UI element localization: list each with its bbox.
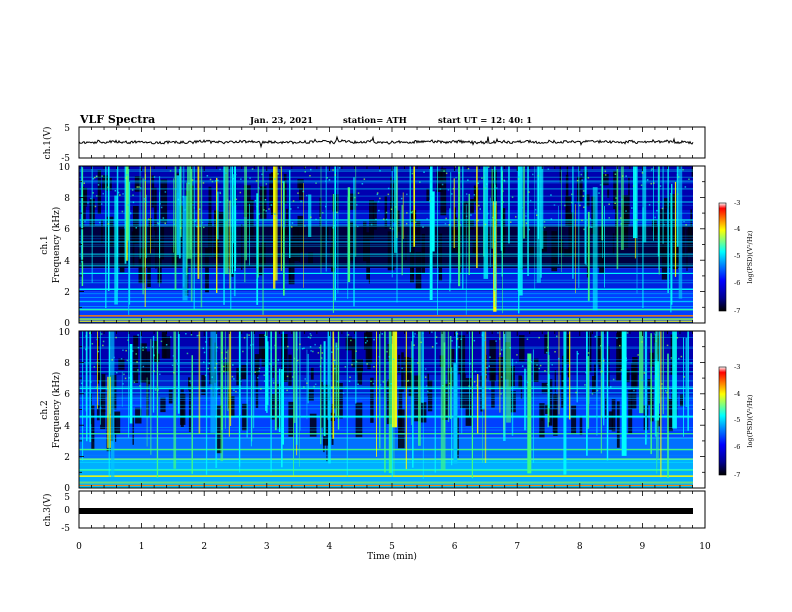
ch2-cbar-tick-m7: -7: [734, 471, 740, 479]
ch1-spec-ytick-4: 4: [64, 257, 70, 267]
ch1-spectrogram-panel: 10 8 6 4 2 0 ch.1 Frequency (kHz): [40, 163, 706, 329]
xtick-9: 9: [640, 542, 646, 552]
ch1-ytick-bottom: -5: [61, 154, 70, 164]
ch1-cbar-label: log(PSD)(V²/Hz): [746, 230, 754, 283]
ch2-spec-ytick-6: 6: [64, 390, 70, 400]
start-time-label: start UT = 12: 40: 1: [438, 116, 532, 126]
ch3-ytick-mid: 0: [64, 506, 70, 516]
ch1-cbar-tick-m5: -5: [734, 252, 740, 260]
ch2-spectrogram-heatmap: [79, 331, 705, 488]
x-axis: 0 1 2 3 4 5 6 7 8 9 10 Time (min): [76, 542, 711, 562]
ch2-spec-ytick-0: 0: [64, 484, 70, 494]
ch1-cbar-tick-m4: -4: [734, 225, 740, 233]
ch2-spec-ytick-8: 8: [64, 359, 70, 369]
x-axis-label: Time (min): [367, 551, 417, 562]
ch2-cbar-tick-m3: -3: [734, 363, 740, 371]
time-tick-marks: [78, 127, 706, 528]
ch1-spec-ytick-0: 0: [64, 319, 70, 329]
xtick-6: 6: [452, 542, 458, 552]
xtick-3: 3: [264, 542, 270, 552]
ch1-spec-ylabel-freq: Frequency (kHz): [51, 207, 62, 284]
xtick-1: 1: [139, 542, 145, 552]
xtick-10: 10: [699, 542, 711, 552]
xtick-4: 4: [327, 542, 333, 552]
ch1-spectrogram-heatmap: [79, 166, 705, 323]
ch1-ylabel: ch.1(V): [42, 127, 53, 160]
station-label: station= ATH: [343, 116, 407, 126]
ch2-cbar-label: log(PSD)(V²/Hz): [746, 394, 754, 447]
ch2-spec-ylabel-channel: ch.2: [40, 400, 50, 419]
ch3-waveform-line: [79, 508, 693, 514]
ch2-spectrogram-panel: 10 8 6 4 2 0 ch.2 Frequency (kHz): [40, 328, 706, 494]
ch1-cbar-tick-m3: -3: [734, 199, 740, 207]
ch1-spec-ytick-2: 2: [64, 288, 70, 298]
ch1-spec-ytick-8: 8: [64, 194, 70, 204]
ch2-cbar-tick-m5: -5: [734, 416, 740, 424]
ch1-cbar-tick-m7: -7: [734, 307, 740, 315]
ch1-colorbar: -3 -4 -5 -6 -7 log(PSD)(V²/Hz): [718, 199, 754, 315]
ch1-waveform-line: [78, 135, 694, 149]
ch2-cbar-tick-m4: -4: [734, 390, 740, 398]
ch2-cbar-tick-m6: -6: [734, 443, 740, 451]
xtick-5: 5: [389, 542, 395, 552]
ch2-spec-ytick-4: 4: [64, 422, 70, 432]
ch1-spec-ytick-6: 6: [64, 225, 70, 235]
ch3-ytick-bottom: -5: [61, 524, 70, 534]
ch2-colorbar: -3 -4 -5 -6 -7 log(PSD)(V²/Hz): [718, 363, 754, 479]
ch1-spec-ytick-10: 10: [59, 163, 71, 173]
xtick-8: 8: [577, 542, 583, 552]
figure-title: VLF Spectra: [79, 113, 155, 126]
xtick-7: 7: [514, 542, 520, 552]
ch3-ylabel: ch.3(V): [42, 494, 53, 527]
ch2-spec-ytick-10: 10: [59, 328, 71, 338]
xtick-0: 0: [76, 542, 82, 552]
date-label: Jan. 23, 2021: [249, 116, 313, 126]
ch1-cbar-tick-m6: -6: [734, 279, 740, 287]
xtick-2: 2: [201, 542, 207, 552]
ch2-spec-ylabel-freq: Frequency (kHz): [51, 372, 62, 449]
ch1-spec-ylabel-channel: ch.1: [40, 235, 50, 254]
ch1-ytick-top: 5: [64, 124, 70, 134]
ch3-ytick-top: 5: [64, 493, 70, 503]
ch2-spec-ytick-2: 2: [64, 453, 70, 463]
